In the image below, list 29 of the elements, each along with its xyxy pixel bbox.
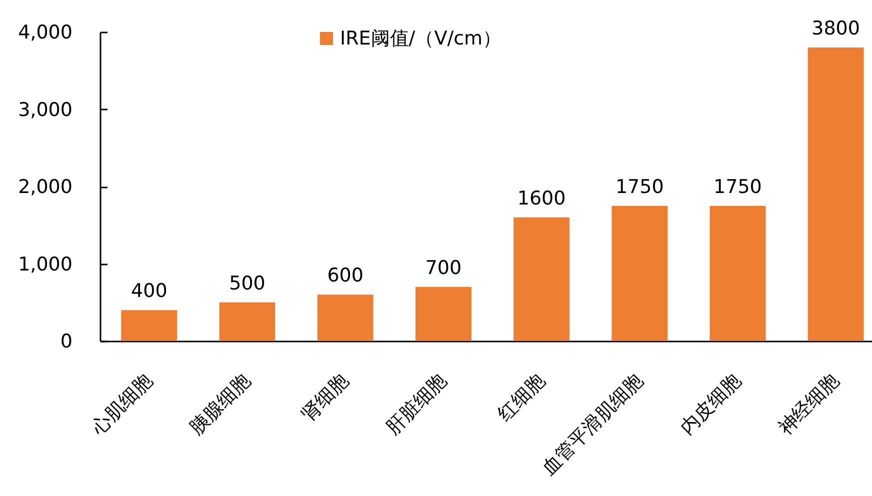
x-tick-label: 神经细胞 [774, 370, 844, 440]
y-tick-label: 1,000 [18, 253, 72, 276]
x-tick-label: 内皮细胞 [676, 370, 746, 440]
data-label: 1600 [517, 187, 566, 210]
data-label: 700 [425, 256, 462, 279]
x-tick-label: 红细胞 [493, 370, 550, 426]
bar [612, 206, 668, 341]
bar [219, 302, 276, 341]
y-tick-label: 0 [60, 330, 72, 352]
bar [317, 294, 374, 341]
x-tick-label: 肾细胞 [297, 370, 354, 426]
y-tick-label: 2,000 [18, 176, 72, 198]
data-label: 1750 [714, 176, 762, 198]
x-tick-label: 胰腺细胞 [186, 370, 256, 440]
bar [415, 286, 472, 341]
bar [710, 206, 766, 341]
legend-label: IRE阈值/（V/cm） [340, 28, 502, 50]
data-label: 600 [327, 264, 364, 287]
bar [121, 310, 178, 341]
bar [808, 47, 864, 341]
y-tick-label: 3,000 [18, 98, 72, 121]
y-tick-label: 4,000 [18, 22, 72, 44]
bar [514, 217, 570, 341]
data-label: 500 [229, 272, 266, 294]
x-tick-label: 心肌细胞 [86, 370, 157, 440]
data-label: 400 [131, 280, 168, 302]
data-label: 3800 [812, 17, 860, 40]
data-label: 1750 [615, 176, 664, 198]
x-tick-label: 肝脏细胞 [382, 370, 452, 440]
